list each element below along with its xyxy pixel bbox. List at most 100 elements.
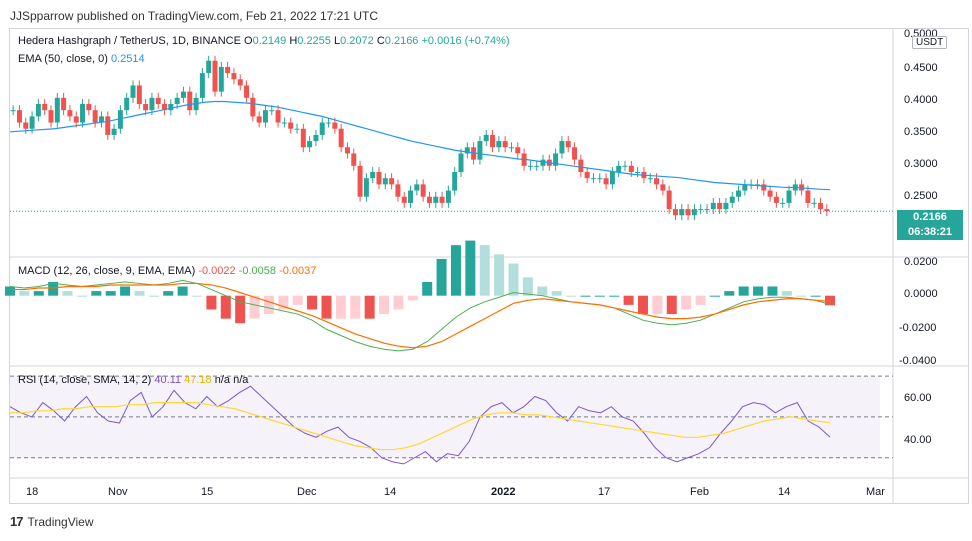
- candle-body: [483, 134, 489, 142]
- macd-histogram-bar: [335, 295, 346, 319]
- candle-body: [433, 196, 439, 203]
- macd-value-1: -0.0022: [198, 265, 236, 277]
- macd-tick: 0.0200: [904, 256, 938, 268]
- candle-body: [761, 184, 767, 191]
- rsi-value-1: 40.11: [154, 374, 182, 386]
- candle-body: [805, 190, 811, 203]
- macd-histogram-bar: [235, 295, 246, 324]
- candle-body: [225, 66, 231, 74]
- candle-body: [452, 172, 458, 191]
- macd-histogram-bar: [709, 295, 720, 297]
- candle-body: [357, 165, 363, 197]
- footer: 17 TradingView: [10, 514, 94, 529]
- macd-histogram-bar: [825, 295, 835, 306]
- macd-histogram-bar: [465, 240, 476, 296]
- candle-body: [319, 122, 325, 135]
- candle-body: [597, 178, 603, 180]
- candle-body: [180, 91, 186, 98]
- candle-body: [736, 190, 742, 197]
- macd-tick: 0.0000: [904, 288, 938, 300]
- x-tick: 14: [778, 486, 791, 498]
- candle-body: [654, 178, 660, 185]
- candle-body: [704, 209, 710, 211]
- macd-histogram-bar: [33, 291, 44, 296]
- candle-body: [313, 134, 319, 142]
- macd-histogram-bar: [652, 295, 663, 315]
- macd-histogram-bar: [105, 291, 116, 296]
- candle-body: [338, 128, 344, 148]
- chart-frame[interactable]: [9, 28, 969, 504]
- macd-histogram-bar: [537, 286, 548, 296]
- candle-body: [35, 104, 41, 117]
- macd-histogram-bar: [508, 263, 519, 296]
- candle-body: [439, 196, 445, 203]
- macd-histogram-bar: [494, 254, 505, 296]
- macd-histogram-bar: [249, 295, 260, 319]
- candle-body: [578, 159, 584, 172]
- macd-histogram-bar: [637, 295, 648, 315]
- macd-histogram-bar: [19, 291, 30, 296]
- macd-histogram-bar: [594, 295, 605, 297]
- macd-histogram-bar: [609, 295, 620, 297]
- candle-body: [729, 196, 735, 203]
- brand-label: TradingView: [27, 514, 94, 529]
- candle-body: [67, 110, 73, 117]
- candle-body: [370, 172, 376, 179]
- rsi-legend: RSI (14, close, SMA, 14, 2) 40.11 47.18 …: [18, 374, 248, 386]
- candle-body: [10, 110, 16, 112]
- candle-body: [130, 85, 136, 98]
- price-tick: 0.4000: [904, 94, 938, 106]
- price-tick: 0.2500: [904, 190, 938, 202]
- x-tick: Nov: [108, 486, 128, 498]
- macd-histogram-bar: [206, 295, 217, 310]
- candle-body: [111, 128, 117, 135]
- candle-body: [389, 178, 395, 185]
- currency-badge[interactable]: USDT: [912, 36, 948, 49]
- candle-body: [786, 190, 792, 203]
- macd-histogram-bar: [724, 291, 735, 296]
- candle-body: [445, 190, 451, 203]
- candle-body: [496, 141, 502, 148]
- macd-histogram-bar: [5, 286, 15, 296]
- candle-body: [527, 165, 533, 167]
- candle-body: [262, 110, 268, 123]
- macd-histogram-bar: [753, 286, 764, 296]
- macd-histogram-bar: [810, 295, 821, 297]
- candle-body: [98, 116, 104, 123]
- rsi-label: RSI (14, close, SMA, 14, 2): [18, 374, 152, 386]
- macd-histogram-bar: [177, 286, 188, 296]
- change-value: +0.0016 (+0.74%): [421, 35, 510, 47]
- macd-histogram-bar: [767, 286, 778, 296]
- candle-body: [534, 165, 540, 167]
- macd-histogram-bar: [292, 295, 303, 305]
- candle-body: [42, 104, 48, 111]
- candle-body: [48, 110, 54, 123]
- candle-body: [464, 147, 470, 154]
- rsi-tick: 40.00: [904, 434, 932, 446]
- macd-histogram-bar: [393, 295, 404, 310]
- macd-histogram-bar: [566, 295, 577, 297]
- macd-histogram-bar: [623, 295, 634, 305]
- candle-body: [780, 202, 786, 204]
- candle-body: [162, 104, 168, 111]
- candle-body: [307, 141, 313, 148]
- candle-body: [647, 178, 653, 180]
- candle-body: [685, 209, 691, 216]
- rsi-value-4: n/a: [233, 374, 249, 386]
- macd-value-2: -0.0058: [238, 265, 277, 277]
- ema-value: 0.2514: [110, 53, 145, 65]
- candle-body: [29, 116, 35, 129]
- candle-body: [136, 85, 142, 104]
- macd-histogram-bar: [120, 286, 131, 296]
- candle-body: [672, 209, 678, 216]
- candle-body: [540, 159, 546, 166]
- candle-body: [426, 196, 432, 203]
- rsi-value-3: n/a: [214, 374, 231, 386]
- candle-body: [382, 178, 388, 185]
- candle-body: [332, 122, 338, 129]
- macd-histogram-bar: [551, 291, 562, 296]
- candle-body: [490, 134, 496, 148]
- candle-body: [773, 196, 779, 203]
- candle-body: [363, 178, 369, 197]
